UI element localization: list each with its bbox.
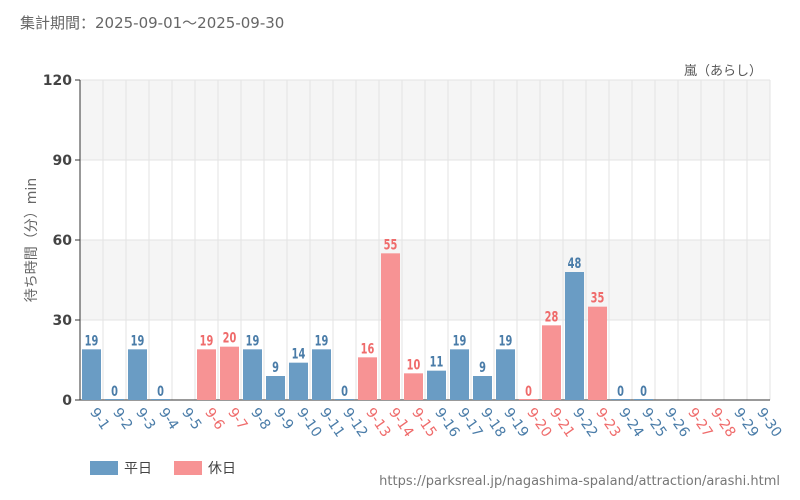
bar bbox=[427, 370, 446, 400]
data-label: 19 bbox=[200, 332, 214, 349]
bar bbox=[450, 349, 469, 400]
source-url: https://parksreal.jp/nagashima-spaland/a… bbox=[379, 474, 780, 489]
data-label: 0 bbox=[640, 383, 647, 400]
bar bbox=[473, 376, 492, 400]
legend: 平日 休日 bbox=[90, 458, 236, 478]
bar bbox=[82, 349, 101, 400]
data-label: 28 bbox=[545, 308, 559, 325]
x-tick-label: 9-20 bbox=[523, 405, 554, 440]
x-tick-label: 9-9 bbox=[270, 405, 296, 433]
x-tick-label: 9-15 bbox=[408, 405, 439, 440]
legend-item-weekday: 平日 bbox=[90, 458, 152, 478]
bar bbox=[220, 346, 239, 400]
x-tick-label: 9-18 bbox=[477, 405, 508, 440]
y-tick-label: 60 bbox=[53, 233, 73, 249]
y-tick-label: 30 bbox=[53, 313, 73, 329]
bar bbox=[565, 272, 584, 400]
bar bbox=[542, 325, 561, 400]
x-tick-label: 9-13 bbox=[362, 405, 393, 440]
data-label: 19 bbox=[453, 332, 467, 349]
x-tick-label: 9-14 bbox=[385, 405, 416, 440]
x-tick-label: 9-5 bbox=[178, 405, 204, 433]
bars bbox=[82, 253, 653, 400]
bar bbox=[381, 253, 400, 400]
bar bbox=[243, 349, 262, 400]
legend-swatch-weekday bbox=[90, 461, 118, 475]
x-tick-label: 9-25 bbox=[638, 405, 669, 440]
data-label: 19 bbox=[315, 332, 329, 349]
data-label: 0 bbox=[525, 383, 532, 400]
x-tick-label: 9-30 bbox=[753, 405, 784, 440]
data-label: 10 bbox=[407, 356, 421, 373]
bar bbox=[312, 349, 331, 400]
bar bbox=[611, 399, 630, 400]
data-label: 19 bbox=[246, 332, 260, 349]
x-tick-label: 9-4 bbox=[155, 405, 181, 433]
y-tick-label: 120 bbox=[43, 73, 72, 89]
legend-label-weekday: 平日 bbox=[124, 461, 152, 477]
x-tick-label: 9-22 bbox=[569, 405, 600, 440]
data-label: 9 bbox=[272, 359, 279, 376]
bar bbox=[266, 376, 285, 400]
bar bbox=[197, 349, 216, 400]
x-tick-label: 9-19 bbox=[500, 405, 531, 440]
x-tick-label: 9-6 bbox=[201, 405, 227, 433]
period-label: 集計期間：2025-09-01～2025-09-30 bbox=[20, 14, 285, 32]
data-label: 0 bbox=[111, 383, 118, 400]
bar bbox=[496, 349, 515, 400]
data-label: 19 bbox=[85, 332, 99, 349]
bar bbox=[335, 399, 354, 400]
x-tick-label: 9-1 bbox=[86, 405, 112, 433]
bar bbox=[519, 399, 538, 400]
x-tick-label: 9-10 bbox=[293, 405, 324, 440]
data-label: 0 bbox=[157, 383, 164, 400]
y-tick-labels: 0 30 60 90 120 bbox=[43, 73, 72, 409]
bar bbox=[588, 306, 607, 400]
data-label: 20 bbox=[223, 329, 237, 346]
axes bbox=[75, 79, 770, 401]
attraction-name: 嵐（あらし） bbox=[683, 64, 762, 79]
x-tick-label: 9-12 bbox=[339, 405, 370, 440]
x-tick-label: 9-27 bbox=[684, 405, 715, 440]
data-label: 0 bbox=[341, 383, 348, 400]
data-label: 48 bbox=[568, 255, 582, 272]
data-label: 11 bbox=[430, 353, 444, 370]
x-tick-label: 9-11 bbox=[316, 405, 347, 440]
x-tick-label: 9-7 bbox=[224, 405, 250, 433]
bar bbox=[634, 399, 653, 400]
legend-swatch-holiday bbox=[174, 461, 202, 475]
x-tick-label: 9-28 bbox=[707, 405, 738, 440]
bar bbox=[289, 362, 308, 400]
data-label: 19 bbox=[499, 332, 513, 349]
x-tick-label: 9-21 bbox=[546, 405, 577, 440]
bar bbox=[358, 357, 377, 400]
bar bbox=[128, 349, 147, 400]
x-tick-label: 9-24 bbox=[615, 405, 646, 440]
x-tick-label: 9-3 bbox=[132, 405, 158, 433]
x-tick-label: 9-17 bbox=[454, 405, 485, 440]
y-tick-label: 90 bbox=[53, 153, 73, 169]
bar bbox=[404, 373, 423, 400]
x-tick-label: 9-23 bbox=[592, 405, 623, 440]
data-label: 14 bbox=[292, 345, 306, 362]
bar bbox=[105, 399, 124, 400]
data-label: 35 bbox=[591, 289, 605, 306]
bar bbox=[151, 399, 170, 400]
y-tick-label: 0 bbox=[62, 393, 72, 409]
data-label: 19 bbox=[131, 332, 145, 349]
data-label: 9 bbox=[479, 359, 486, 376]
x-tick-labels: 9-19-29-39-49-59-69-79-89-99-109-119-129… bbox=[86, 405, 784, 440]
x-tick-label: 9-2 bbox=[109, 405, 135, 433]
data-label: 55 bbox=[384, 236, 398, 253]
data-label: 16 bbox=[361, 340, 375, 357]
x-tick-label: 9-8 bbox=[247, 405, 273, 433]
x-tick-label: 9-29 bbox=[730, 405, 761, 440]
data-label: 0 bbox=[617, 383, 624, 400]
legend-label-holiday: 休日 bbox=[208, 461, 236, 477]
legend-item-holiday: 休日 bbox=[174, 458, 236, 478]
x-tick-label: 9-26 bbox=[661, 405, 692, 440]
x-tick-label: 9-16 bbox=[431, 405, 462, 440]
